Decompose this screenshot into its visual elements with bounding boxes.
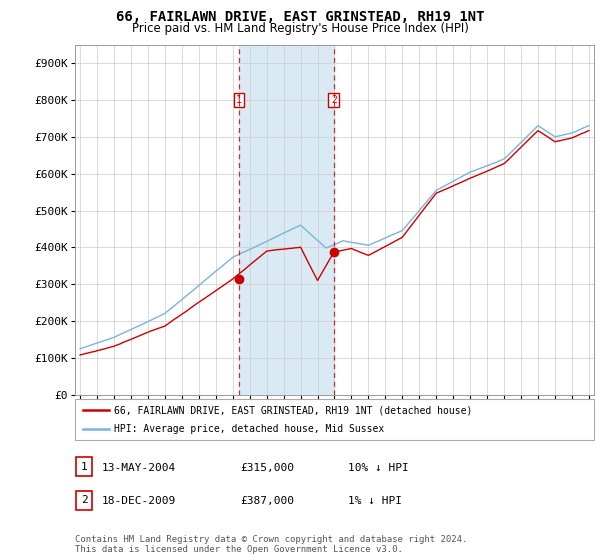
Text: HPI: Average price, detached house, Mid Sussex: HPI: Average price, detached house, Mid … — [114, 424, 384, 433]
FancyBboxPatch shape — [76, 457, 92, 476]
Text: 1: 1 — [81, 461, 88, 472]
Text: 10% ↓ HPI: 10% ↓ HPI — [348, 463, 409, 473]
Text: 1% ↓ HPI: 1% ↓ HPI — [348, 496, 402, 506]
Text: 13-MAY-2004: 13-MAY-2004 — [102, 463, 176, 473]
Text: 1: 1 — [236, 95, 242, 105]
Text: 18-DEC-2009: 18-DEC-2009 — [102, 496, 176, 506]
Text: £387,000: £387,000 — [240, 496, 294, 506]
Text: Contains HM Land Registry data © Crown copyright and database right 2024.
This d: Contains HM Land Registry data © Crown c… — [75, 535, 467, 554]
Bar — [239, 45, 334, 395]
Text: Price paid vs. HM Land Registry's House Price Index (HPI): Price paid vs. HM Land Registry's House … — [131, 22, 469, 35]
FancyBboxPatch shape — [75, 399, 594, 440]
Text: 2: 2 — [331, 95, 337, 105]
Text: 2: 2 — [81, 495, 88, 505]
FancyBboxPatch shape — [76, 491, 92, 510]
Text: 66, FAIRLAWN DRIVE, EAST GRINSTEAD, RH19 1NT (detached house): 66, FAIRLAWN DRIVE, EAST GRINSTEAD, RH19… — [114, 405, 472, 415]
Text: 66, FAIRLAWN DRIVE, EAST GRINSTEAD, RH19 1NT: 66, FAIRLAWN DRIVE, EAST GRINSTEAD, RH19… — [116, 10, 484, 24]
Text: £315,000: £315,000 — [240, 463, 294, 473]
